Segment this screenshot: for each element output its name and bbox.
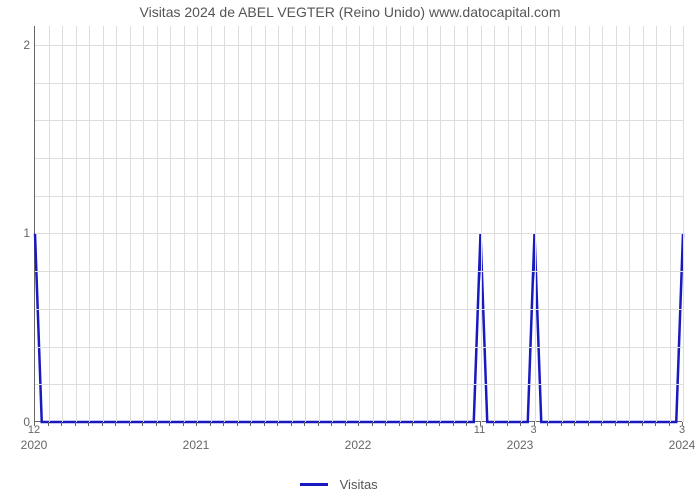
x-minor-tick <box>129 422 130 426</box>
x-minor-tick <box>331 422 332 426</box>
x-minor-tick <box>318 422 319 426</box>
x-minor-tick <box>61 422 62 426</box>
plot-area <box>34 26 682 422</box>
x-minor-tick <box>642 422 643 426</box>
x-minor-tick <box>399 422 400 426</box>
x-minor-tick <box>426 422 427 426</box>
chart-container: Visitas 2024 de ABEL VEGTER (Reino Unido… <box>0 0 700 500</box>
y-tick-label: 0 <box>6 415 30 429</box>
x-minor-tick <box>358 422 359 426</box>
x-value-label: 12 <box>28 424 40 436</box>
x-year-label: 2020 <box>21 438 48 452</box>
x-minor-tick <box>493 422 494 426</box>
x-minor-tick <box>156 422 157 426</box>
y-tick-label: 1 <box>6 226 30 240</box>
x-minor-tick <box>264 422 265 426</box>
x-minor-tick <box>520 422 521 426</box>
x-minor-tick <box>169 422 170 426</box>
x-minor-tick <box>601 422 602 426</box>
x-minor-tick <box>291 422 292 426</box>
x-minor-tick <box>48 422 49 426</box>
x-minor-tick <box>507 422 508 426</box>
x-minor-tick <box>439 422 440 426</box>
x-year-label: 2021 <box>183 438 210 452</box>
x-minor-tick <box>304 422 305 426</box>
x-minor-tick <box>210 422 211 426</box>
x-minor-tick <box>466 422 467 426</box>
legend-label: Visitas <box>340 477 378 492</box>
x-value-label: 11 <box>474 424 485 436</box>
x-minor-tick <box>669 422 670 426</box>
x-minor-tick <box>547 422 548 426</box>
x-minor-tick <box>588 422 589 426</box>
x-minor-tick <box>628 422 629 426</box>
x-minor-tick <box>183 422 184 426</box>
x-minor-tick <box>345 422 346 426</box>
x-minor-tick <box>102 422 103 426</box>
legend: Visitas <box>300 476 378 492</box>
x-minor-tick <box>237 422 238 426</box>
chart-title: Visitas 2024 de ABEL VEGTER (Reino Unido… <box>0 4 700 20</box>
x-year-label: 2024 <box>669 438 696 452</box>
x-minor-tick <box>88 422 89 426</box>
x-year-label: 2023 <box>507 438 534 452</box>
x-value-label: 3 <box>679 424 685 436</box>
x-minor-tick <box>453 422 454 426</box>
x-minor-tick <box>75 422 76 426</box>
x-minor-tick <box>250 422 251 426</box>
x-minor-tick <box>412 422 413 426</box>
x-minor-tick <box>142 422 143 426</box>
x-minor-tick <box>196 422 197 426</box>
x-minor-tick <box>372 422 373 426</box>
x-year-label: 2022 <box>345 438 372 452</box>
x-minor-tick <box>385 422 386 426</box>
y-tick-label: 2 <box>6 38 30 52</box>
x-minor-tick <box>655 422 656 426</box>
x-minor-tick <box>223 422 224 426</box>
x-minor-tick <box>277 422 278 426</box>
x-minor-tick <box>115 422 116 426</box>
x-minor-tick <box>615 422 616 426</box>
x-value-label: 3 <box>530 424 536 436</box>
legend-swatch <box>300 483 328 486</box>
x-minor-tick <box>574 422 575 426</box>
x-minor-tick <box>561 422 562 426</box>
